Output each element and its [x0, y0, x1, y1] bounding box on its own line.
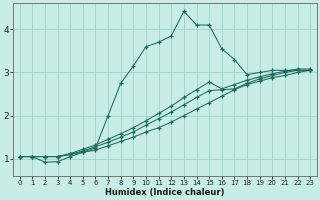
X-axis label: Humidex (Indice chaleur): Humidex (Indice chaleur)	[105, 188, 225, 197]
